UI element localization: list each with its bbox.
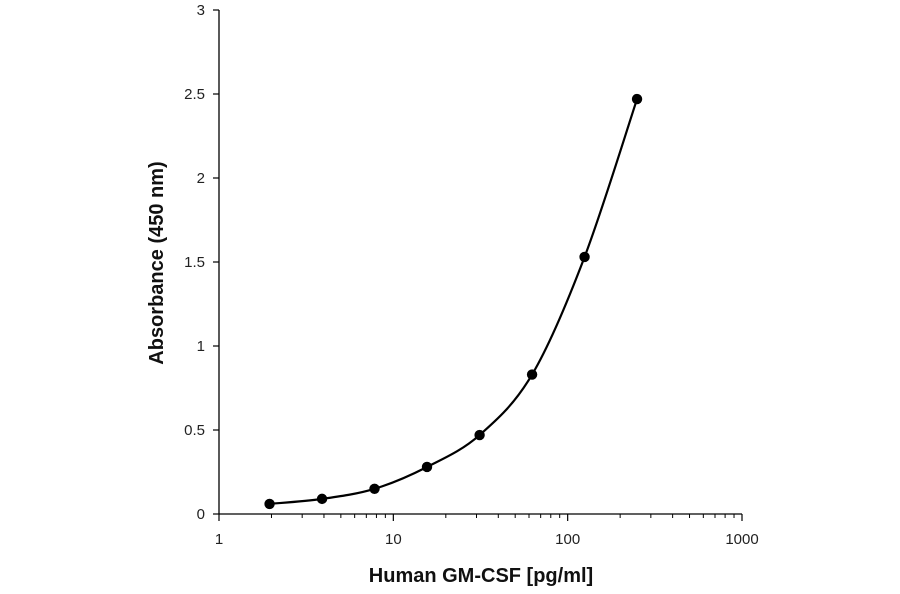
x-tick-label: 1 (215, 531, 223, 548)
y-tick-label: 1 (197, 338, 205, 355)
x-axis-ticks: 1 10 100 1000 (215, 514, 759, 548)
y-tick-label: 1.5 (184, 254, 205, 271)
data-point (421, 461, 433, 473)
x-tick-label: 100 (555, 531, 580, 548)
x-tick-label: 1000 (725, 531, 758, 548)
y-tick-label: 0.5 (184, 422, 205, 439)
x-axis-title: Human GM-CSF [pg/ml] (369, 565, 593, 587)
data-point (264, 498, 275, 510)
y-tick-label: 2 (197, 170, 205, 187)
data-point (474, 429, 485, 441)
fitted-curve (269, 98, 639, 506)
data-point (316, 493, 328, 505)
data-point (631, 93, 643, 105)
data-points (264, 93, 643, 510)
data-point (526, 369, 538, 380)
data-point (579, 251, 590, 263)
x-tick-label: 10 (385, 531, 402, 548)
y-axis-ticks: 0 0.5 1 1.5 2 2.5 3 (184, 2, 219, 523)
y-tick-label: 2.5 (184, 86, 205, 103)
y-tick-label: 0 (197, 506, 205, 523)
y-tick-label: 3 (197, 2, 205, 19)
data-point (369, 483, 380, 494)
y-axis-title: Absorbance (450 nm) (146, 161, 168, 364)
